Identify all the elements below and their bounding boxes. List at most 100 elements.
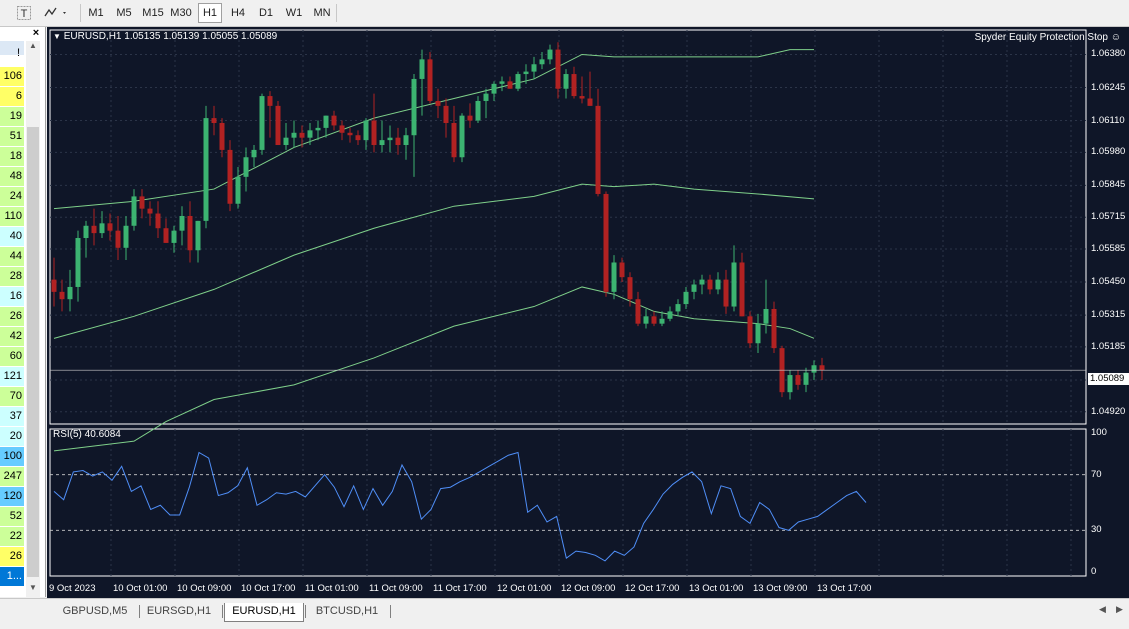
- candle-body: [731, 262, 737, 307]
- market-watch-row[interactable]: 1...: [0, 567, 24, 587]
- market-watch-row[interactable]: 120: [0, 487, 24, 507]
- market-watch-row[interactable]: 16: [0, 287, 24, 307]
- candle-body: [123, 225, 129, 248]
- candle-body: [347, 132, 353, 136]
- candle-body: [811, 365, 817, 373]
- chart-window[interactable]: ▼ EURUSD,H1 1.05135 1.05139 1.05055 1.05…: [47, 27, 1129, 598]
- ea-name-text: Spyder Equity Protection Stop: [974, 32, 1108, 43]
- market-watch-row[interactable]: 26: [0, 547, 24, 567]
- market-watch-row[interactable]: 40: [0, 227, 24, 247]
- rsi-title: RSI(5) 40.6084: [53, 429, 121, 440]
- chart-tab[interactable]: BTCUSD,H1: [315, 605, 379, 617]
- candle-body: [507, 81, 513, 89]
- rsi-line: [53, 451, 867, 562]
- market-watch-row[interactable]: 18: [0, 147, 24, 167]
- candle-body: [771, 308, 777, 349]
- market-watch-row[interactable]: 22: [0, 527, 24, 547]
- market-watch-row[interactable]: 51: [0, 127, 24, 147]
- scroll-up-icon[interactable]: ▲: [29, 41, 37, 50]
- rsi-plot-frame: [49, 428, 1087, 577]
- price-tick-label: 1.05185: [1091, 340, 1126, 352]
- chart-tabs-bar: GBPUSD,M5 EURSGD,H1 EURUSD,H1 BTCUSD,H1 ◀ ▶: [0, 598, 1129, 629]
- candle-body: [651, 316, 657, 324]
- scrollbar-thumb[interactable]: [27, 127, 39, 577]
- timeframe-m5-button[interactable]: M5: [116, 7, 132, 19]
- market-watch-row[interactable]: 60: [0, 347, 24, 367]
- svg-text:T: T: [21, 8, 28, 20]
- timeframe-h1-button[interactable]: H1: [198, 3, 222, 23]
- candle-body: [323, 115, 329, 128]
- timeframe-w1-button[interactable]: W1: [285, 7, 303, 19]
- main-plot-frame: [49, 29, 1087, 425]
- market-watch-row[interactable]: 24: [0, 187, 24, 207]
- timeframe-mn-button[interactable]: MN: [313, 7, 331, 19]
- market-watch-row[interactable]: 44: [0, 247, 24, 267]
- market-watch-row[interactable]: 37: [0, 407, 24, 427]
- scroll-right-icon[interactable]: ▶: [1116, 604, 1123, 614]
- scroll-down-icon[interactable]: ▼: [29, 583, 37, 592]
- market-watch-row[interactable]: 247: [0, 467, 24, 487]
- candle-body: [547, 49, 553, 60]
- timeframe-m15-button[interactable]: M15: [142, 7, 164, 19]
- price-tick-label: 1.05980: [1091, 146, 1126, 158]
- candle-body: [491, 83, 497, 94]
- candle-body: [707, 279, 713, 290]
- market-watch-row[interactable]: 48: [0, 167, 24, 187]
- market-watch-row[interactable]: 19: [0, 107, 24, 127]
- text-tool-icon[interactable]: T: [14, 3, 34, 23]
- market-watch-header-row: [0, 55, 24, 67]
- market-watch-row[interactable]: 20: [0, 427, 24, 447]
- toolbar-separator: [336, 4, 337, 22]
- market-watch-row[interactable]: 26: [0, 307, 24, 327]
- objects-dropdown-icon[interactable]: [42, 3, 70, 23]
- candle-body: [763, 308, 769, 324]
- spread-column-header[interactable]: !: [16, 47, 20, 59]
- rsi-tick-label: 100: [1091, 427, 1107, 438]
- time-tick-label: 11 Oct 09:00: [369, 583, 423, 594]
- chart-canvas[interactable]: [47, 27, 1129, 598]
- time-tick-label: 10 Oct 09:00: [177, 583, 232, 594]
- price-tick-label: 1.05845: [1091, 179, 1126, 191]
- candle-body: [659, 318, 665, 324]
- market-watch-row[interactable]: 121: [0, 367, 24, 387]
- time-tick-label: 10 Oct 17:00: [241, 583, 296, 594]
- scroll-left-icon[interactable]: ◀: [1099, 604, 1106, 614]
- chart-menu-icon[interactable]: ▼: [53, 32, 61, 41]
- timeframe-h4-button[interactable]: H4: [230, 7, 246, 19]
- candle-body: [275, 105, 281, 146]
- tab-separator: [139, 605, 140, 618]
- candle-body: [155, 213, 161, 229]
- candle-body: [467, 115, 473, 121]
- candle-body: [107, 223, 113, 231]
- candle-body: [99, 223, 105, 234]
- band-middle-line: [53, 183, 815, 339]
- candle-body: [699, 279, 705, 285]
- candle-body: [739, 262, 745, 317]
- market-watch-row[interactable]: 106: [0, 67, 24, 87]
- time-tick-label: 13 Oct 17:00: [817, 583, 872, 594]
- band-lower-line: [53, 286, 815, 452]
- expert-advisor-label[interactable]: Spyder Equity Protection Stop ☺: [975, 32, 1121, 43]
- market-watch-row[interactable]: 100: [0, 447, 24, 467]
- timeframe-d1-button[interactable]: D1: [258, 7, 274, 19]
- candle-body: [459, 115, 465, 158]
- candle-body: [787, 375, 793, 393]
- market-watch-row[interactable]: 52: [0, 507, 24, 527]
- market-watch-row[interactable]: 28: [0, 267, 24, 287]
- market-watch-row[interactable]: 6: [0, 87, 24, 107]
- candle-body: [283, 137, 289, 146]
- chart-tab[interactable]: GBPUSD,M5: [62, 605, 128, 617]
- market-watch-row[interactable]: 70: [0, 387, 24, 407]
- candle-body: [595, 105, 601, 194]
- chart-tab[interactable]: EURUSD,H1: [224, 603, 304, 622]
- candle-body: [627, 277, 633, 300]
- timeframe-m30-button[interactable]: M30: [170, 7, 192, 19]
- close-icon[interactable]: ×: [32, 27, 40, 39]
- chart-title: ▼ EURUSD,H1 1.05135 1.05139 1.05055 1.05…: [53, 31, 277, 42]
- timeframe-m1-button[interactable]: M1: [88, 7, 104, 19]
- market-watch-row[interactable]: 42: [0, 327, 24, 347]
- candle-body: [483, 93, 489, 101]
- market-watch-row[interactable]: 110: [0, 207, 24, 227]
- chart-tab[interactable]: EURSGD,H1: [146, 605, 212, 617]
- price-tick-label: 1.06380: [1091, 48, 1126, 60]
